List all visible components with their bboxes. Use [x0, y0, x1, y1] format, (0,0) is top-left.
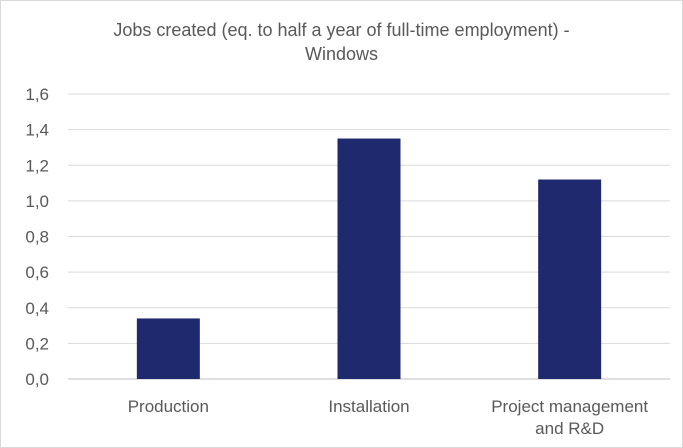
y-tick-label: 1,2: [25, 156, 49, 175]
chart-title: Jobs created (eq. to half a year of full…: [0, 18, 683, 66]
chart-title-line-1: Jobs created (eq. to half a year of full…: [113, 20, 570, 40]
x-category-label: and R&D: [535, 419, 604, 438]
y-tick-label: 0,4: [25, 299, 49, 318]
x-category-label: Production: [128, 397, 209, 416]
y-tick-label: 0,2: [25, 334, 49, 353]
y-tick-label: 0,6: [25, 263, 49, 282]
y-tick-label: 1,4: [25, 121, 49, 140]
x-category-label: Project management: [491, 397, 648, 416]
chart-title-line-2: Windows: [304, 44, 379, 64]
x-category-label: Installation: [328, 397, 409, 416]
bar: [538, 179, 602, 379]
y-tick-label: 0,8: [25, 228, 49, 247]
bar: [337, 138, 401, 379]
bar: [136, 318, 200, 379]
y-tick-label: 1,0: [25, 192, 49, 211]
y-tick-label: 1,6: [25, 85, 49, 104]
y-tick-label: 0,0: [25, 370, 49, 389]
